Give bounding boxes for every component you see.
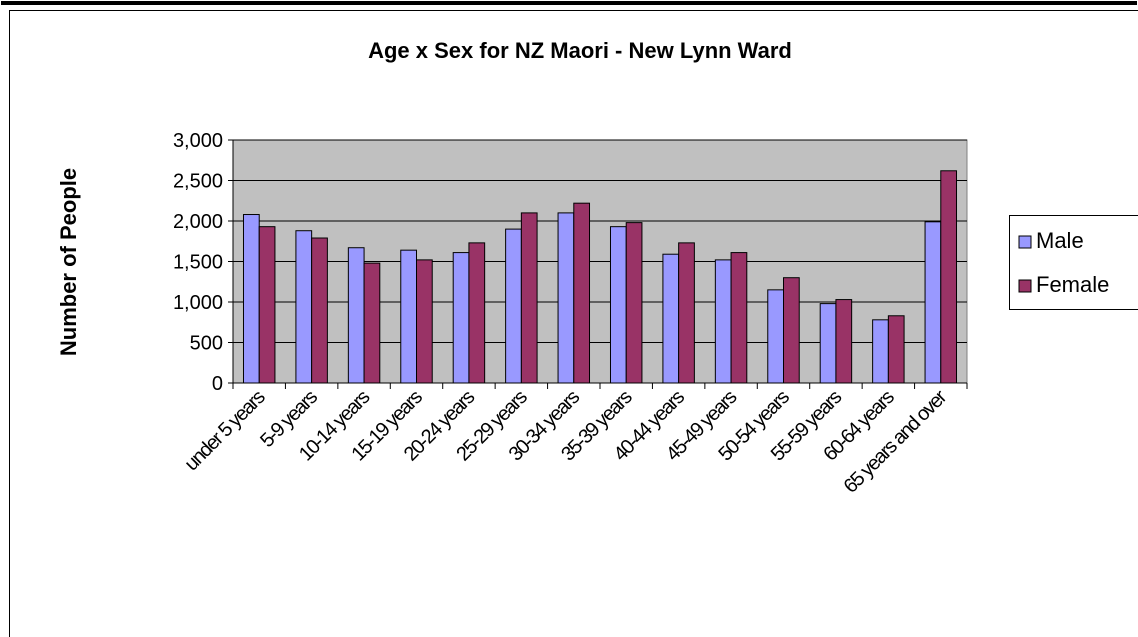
bar bbox=[258, 226, 276, 384]
y-axis-label: Number of People bbox=[56, 168, 81, 356]
bar bbox=[835, 299, 853, 384]
bar bbox=[520, 212, 538, 384]
y-tick-label: 1,000 bbox=[173, 292, 223, 314]
bar bbox=[609, 226, 627, 384]
bar bbox=[714, 259, 732, 384]
chart-title: Age x Sex for NZ Maori - New Lynn Ward bbox=[368, 38, 792, 63]
legend-label: Female bbox=[1036, 272, 1109, 297]
bar bbox=[767, 289, 784, 384]
bar bbox=[242, 214, 260, 384]
bar bbox=[416, 259, 433, 384]
bar bbox=[347, 247, 365, 384]
legend-swatch bbox=[1018, 279, 1032, 293]
bar bbox=[557, 212, 575, 384]
bar bbox=[400, 249, 417, 384]
bar bbox=[662, 253, 680, 384]
top-border bbox=[1, 1, 1137, 5]
bar bbox=[452, 252, 470, 384]
bar bbox=[783, 277, 800, 384]
y-tick-label: 2,500 bbox=[173, 171, 223, 193]
y-tick-label: 2,000 bbox=[173, 211, 223, 233]
legend-box bbox=[1009, 215, 1138, 310]
bar bbox=[678, 242, 695, 384]
bar bbox=[887, 315, 905, 384]
y-tick-label: 500 bbox=[190, 333, 223, 355]
bar bbox=[311, 237, 328, 384]
bar bbox=[940, 170, 958, 384]
y-tick-label: 3,000 bbox=[173, 130, 223, 152]
bar bbox=[468, 242, 486, 384]
bar bbox=[730, 252, 748, 384]
bar bbox=[505, 228, 522, 384]
bar bbox=[872, 319, 889, 384]
bar bbox=[573, 202, 591, 384]
y-tick-label: 1,500 bbox=[173, 252, 223, 274]
bar bbox=[924, 221, 942, 384]
bar bbox=[295, 230, 313, 384]
legend-label: Male bbox=[1036, 228, 1084, 253]
bar bbox=[625, 222, 643, 384]
bar bbox=[819, 303, 837, 384]
bar bbox=[363, 262, 381, 384]
legend-swatch bbox=[1018, 235, 1032, 249]
legend bbox=[1009, 215, 1138, 310]
y-tick-label: 0 bbox=[212, 373, 223, 395]
